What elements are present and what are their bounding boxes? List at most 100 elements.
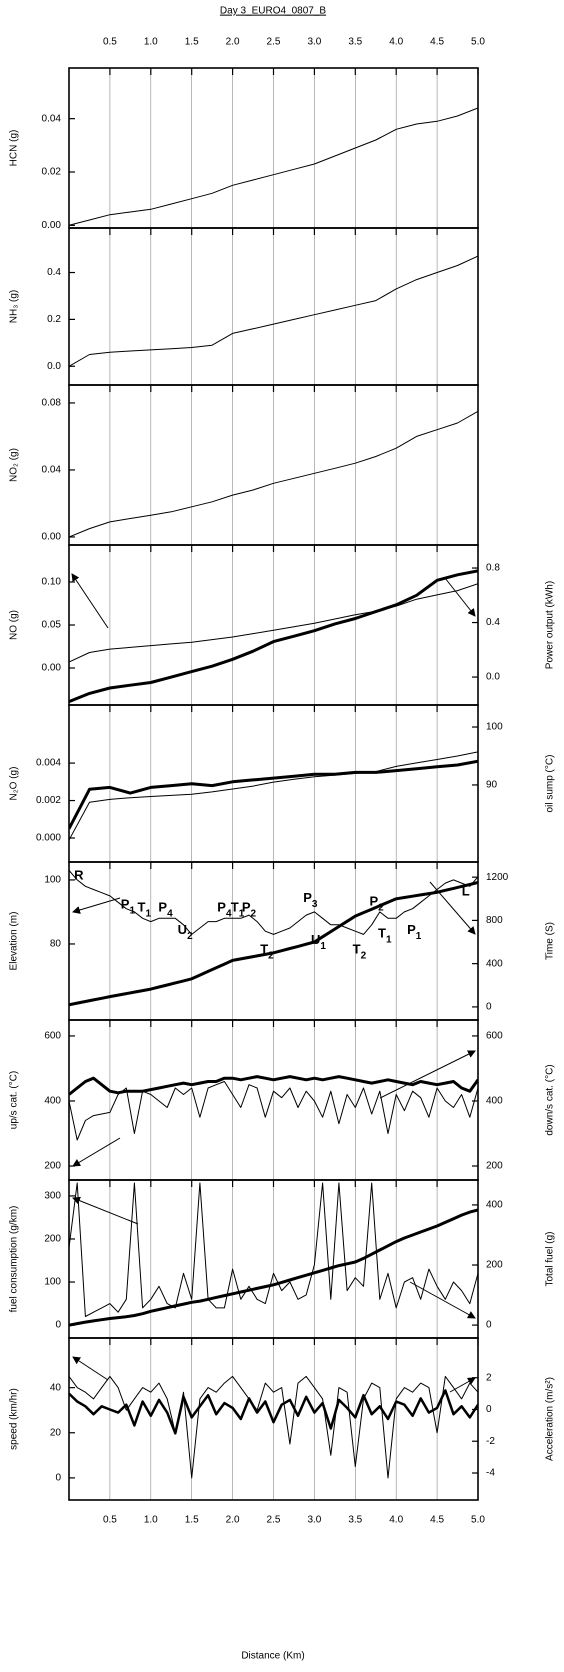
y-tick-label: 0.04 (42, 465, 62, 476)
y-tick-label: 0.04 (42, 113, 62, 124)
y-tick-label: 20 (50, 1427, 62, 1438)
y-axis-label: speed (km/hr) (9, 1388, 20, 1450)
y-tick-label: 0 (55, 1473, 61, 1484)
annotation-text: T (378, 926, 386, 941)
y2-axis-label: oil sump (°C) (545, 755, 556, 813)
y-tick-label: 100 (44, 1277, 61, 1288)
series-line (69, 107, 478, 226)
series-line (69, 1389, 478, 1435)
x-tick-label: 2.5 (267, 37, 281, 48)
series-line (69, 751, 478, 841)
annotation-text: P (407, 923, 416, 938)
y-tick-label: 80 (50, 939, 62, 950)
y-tick-label: 200 (44, 1161, 61, 1172)
y2-tick-label: 200 (486, 1161, 503, 1172)
annotation-sub: 1 (416, 931, 422, 942)
series-line (69, 881, 478, 1007)
y2-tick-label: 0.4 (486, 617, 500, 628)
x-axis-label: Distance (Km) (241, 1651, 304, 1662)
arrow (71, 573, 109, 629)
x-tick-label: 4.0 (389, 1515, 403, 1526)
x-tick-label: 5.0 (471, 37, 485, 48)
x-tick-label: 4.5 (430, 1515, 444, 1526)
y-axis-label: NO (g) (9, 610, 20, 640)
annotation-sub: 1 (386, 934, 392, 945)
y2-tick-label: 1200 (486, 872, 509, 883)
annotation: L (462, 884, 470, 899)
series-line (69, 1182, 478, 1317)
x-tick-label: 2.5 (267, 1515, 281, 1526)
annotation-text: P (158, 900, 167, 915)
chart-title: Day 3_EURO4_0807_B (220, 6, 327, 17)
y2-axis-label: Total fuel (g) (545, 1231, 556, 1286)
annotation-text: P (303, 891, 312, 906)
annotation: T1 (378, 926, 392, 945)
annotation: T1 (231, 900, 245, 919)
annotation-sub: 2 (187, 931, 193, 942)
y2-axis-label: Acceleration (m/s²) (545, 1377, 556, 1461)
y-axis-label: fuel consumption (g/km) (9, 1206, 20, 1313)
y-tick-label: 0.4 (47, 267, 61, 278)
annotation-text: P (369, 894, 378, 909)
y-tick-label: 0.00 (42, 663, 62, 674)
series-line (69, 1208, 478, 1327)
x-tick-label: 1.0 (144, 1515, 158, 1526)
y-tick-label: 0.02 (42, 167, 62, 178)
annotation: T1 (137, 900, 151, 919)
annotation-sub: 1 (320, 940, 326, 951)
arrow (409, 1281, 476, 1319)
y-tick-label: 0.002 (36, 795, 61, 806)
y2-tick-label: 800 (486, 915, 503, 926)
annotation: P2 (242, 900, 257, 919)
y-tick-label: 100 (44, 875, 61, 886)
y-tick-label: 0.000 (36, 833, 61, 844)
annotation: U1 (311, 932, 326, 951)
y-axis-label: Elevation (m) (9, 912, 20, 971)
series-line (69, 569, 478, 703)
y-tick-label: 0.08 (42, 398, 62, 409)
annotation-text: T (353, 942, 361, 957)
series-line (69, 583, 478, 663)
annotation-sub: 1 (239, 908, 245, 919)
annotation: T2 (260, 942, 274, 961)
annotation-sub: 1 (129, 905, 135, 916)
y2-axis-label: Time (S) (545, 922, 556, 960)
annotation-text: T (231, 900, 239, 915)
series-line (69, 255, 478, 367)
y-tick-label: 0.004 (36, 758, 61, 769)
annotation: P2 (369, 894, 384, 913)
plot-frame (68, 1337, 479, 1501)
y2-tick-label: 0 (486, 1404, 492, 1415)
arrow (449, 1377, 476, 1393)
annotation-text: R (74, 868, 84, 883)
arrow (72, 897, 121, 914)
x-tick-label: 3.0 (307, 37, 321, 48)
annotation-text: T (137, 900, 145, 915)
y-tick-label: 0.05 (42, 620, 62, 631)
annotation: P4 (158, 900, 173, 919)
x-tick-label: 3.0 (307, 1515, 321, 1526)
annotation: P1 (121, 897, 136, 916)
x-tick-label: 0.5 (103, 1515, 117, 1526)
y2-tick-label: 2 (486, 1372, 492, 1383)
x-tick-label: 1.0 (144, 37, 158, 48)
series-line (69, 1075, 478, 1096)
y-tick-label: 200 (44, 1234, 61, 1245)
y-tick-label: 0.00 (42, 220, 62, 231)
annotation-sub: 2 (251, 908, 257, 919)
y2-tick-label: 90 (486, 780, 498, 791)
x-tick-label: 5.0 (471, 1515, 485, 1526)
arrow (72, 1356, 109, 1381)
annotation-sub: 3 (312, 899, 318, 910)
series-line (69, 1081, 478, 1141)
series-line (69, 1375, 478, 1479)
y-tick-label: 0 (55, 1320, 61, 1331)
y2-tick-label: 600 (486, 1031, 503, 1042)
x-tick-label: 2.0 (226, 37, 240, 48)
annotation-sub: 2 (378, 902, 384, 913)
annotation-text: T (260, 942, 268, 957)
y-axis-label: N₂O (g) (9, 767, 20, 801)
annotation: P1 (407, 923, 422, 942)
arrow (379, 1050, 476, 1099)
